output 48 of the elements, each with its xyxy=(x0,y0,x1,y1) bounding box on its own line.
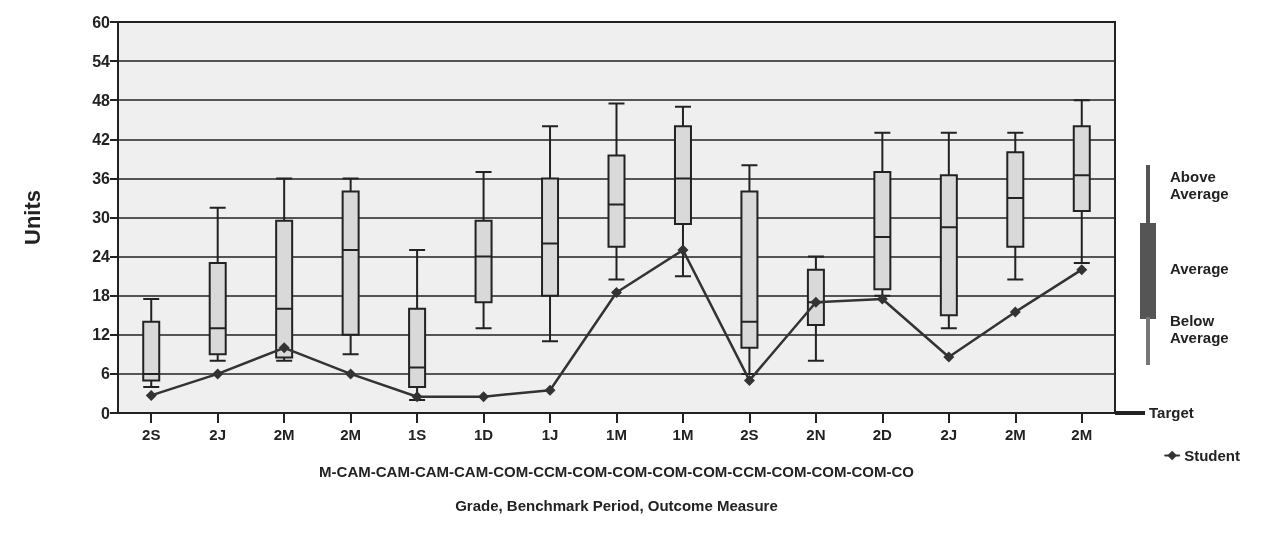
x-tick-label: 2M xyxy=(1071,426,1093,443)
point xyxy=(611,286,622,298)
x-tick-label: 1M xyxy=(606,426,627,443)
point xyxy=(345,368,357,380)
y-tick-label: 6 xyxy=(101,365,111,383)
point xyxy=(278,342,290,354)
x-tick-label: 1D xyxy=(473,426,494,443)
legend-label: Student xyxy=(1184,447,1240,464)
point xyxy=(478,391,490,403)
x-tick-label: 2M xyxy=(1004,426,1026,443)
point xyxy=(1009,306,1021,318)
text: Average xyxy=(1170,260,1230,277)
x-tick-label: 2M xyxy=(340,426,362,443)
point xyxy=(145,389,157,401)
y-tick-label: 60 xyxy=(92,13,111,31)
text: Target xyxy=(1149,404,1194,421)
x-tick-label: 2S xyxy=(142,426,161,443)
point xyxy=(743,374,755,386)
text: Below Average xyxy=(1170,312,1230,346)
y-tick-label: 42 xyxy=(92,130,111,148)
y-tick-label: 24 xyxy=(92,248,111,266)
point xyxy=(212,368,224,380)
x-tick-label: 2M xyxy=(273,426,295,443)
x-tick-label: 1S xyxy=(407,426,427,443)
y-tick-label: 12 xyxy=(92,326,111,344)
y-tick-label: 18 xyxy=(92,287,111,305)
x-axis-title: Grade, Benchmark Period, Outcome Measure xyxy=(455,497,778,514)
point xyxy=(810,296,822,308)
x-tick-label: 2S xyxy=(740,426,759,443)
x-tick-label: 1M xyxy=(672,426,694,443)
point xyxy=(677,244,689,256)
x-tick-label: 2J xyxy=(209,426,227,443)
x-tick-label: 1J xyxy=(541,426,559,443)
x-tick-label: 2D xyxy=(872,426,893,443)
point xyxy=(544,384,556,396)
text: M-CAM-CAM-CAM-CAM-COM-CCM-COM-COM-COM-COM-CCM-COM-COM-COM-CO xyxy=(319,463,914,480)
point xyxy=(943,351,955,363)
y-axis-title: Units xyxy=(19,190,45,245)
y-tick-label: 36 xyxy=(92,169,111,187)
x-tick-label: 2J xyxy=(940,426,958,443)
y-tick-label: 54 xyxy=(92,52,111,70)
y-tick-label: 48 xyxy=(92,91,111,109)
x-tick-label: 2N xyxy=(806,426,826,443)
y-tick-label: 0 xyxy=(101,404,111,422)
y-tick-label: 30 xyxy=(92,209,111,226)
text: Above Average xyxy=(1170,168,1230,202)
point xyxy=(1076,264,1088,276)
point xyxy=(411,391,423,403)
